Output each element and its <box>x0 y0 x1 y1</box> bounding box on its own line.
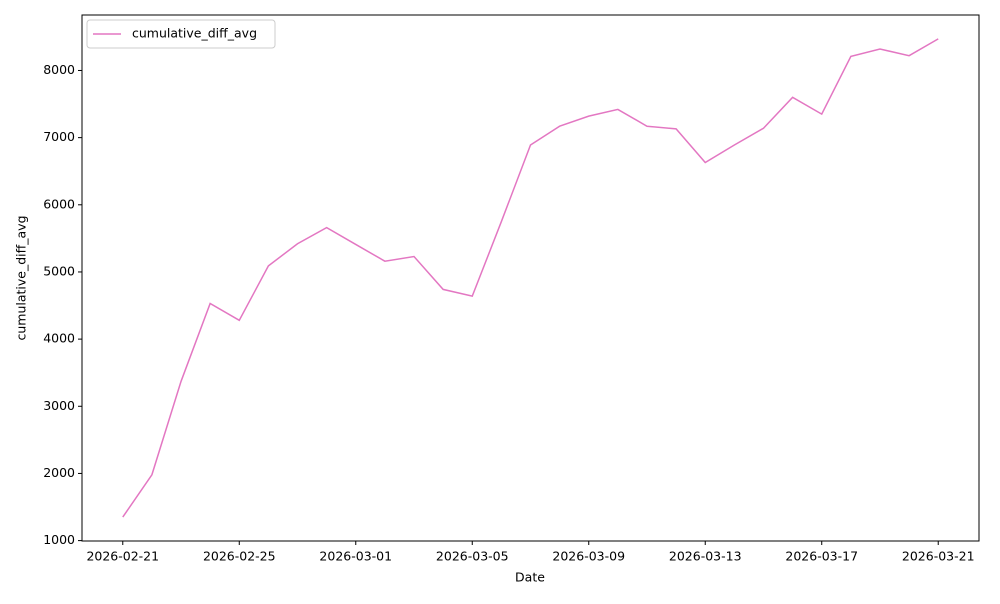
x-tick-label: 2026-03-21 <box>902 549 975 564</box>
y-tick-label: 3000 <box>43 398 75 413</box>
x-tick-label: 2026-03-09 <box>552 549 625 564</box>
x-tick-label: 2026-02-25 <box>203 549 276 564</box>
y-tick-label: 4000 <box>43 331 75 346</box>
y-tick-label: 2000 <box>43 465 75 480</box>
x-tick-label: 2026-03-13 <box>669 549 742 564</box>
x-axis-label: Date <box>515 570 545 585</box>
y-tick-label: 7000 <box>43 129 75 144</box>
y-tick-label: 8000 <box>43 62 75 77</box>
legend-label: cumulative_diff_avg <box>132 26 257 41</box>
x-tick-label: 2026-02-21 <box>86 549 159 564</box>
y-tick-label: 1000 <box>43 532 75 547</box>
y-axis-label: cumulative_diff_avg <box>14 216 29 341</box>
line <box>122 38 939 518</box>
y-tick-label: 5000 <box>43 263 75 278</box>
x-tick-label: 2026-03-17 <box>785 549 858 564</box>
legend-box <box>86 19 276 49</box>
x-tick-label: 2026-03-05 <box>436 549 509 564</box>
x-tick-label: 2026-03-01 <box>319 549 392 564</box>
y-tick-label: 6000 <box>43 196 75 211</box>
plot-frame <box>81 14 980 542</box>
